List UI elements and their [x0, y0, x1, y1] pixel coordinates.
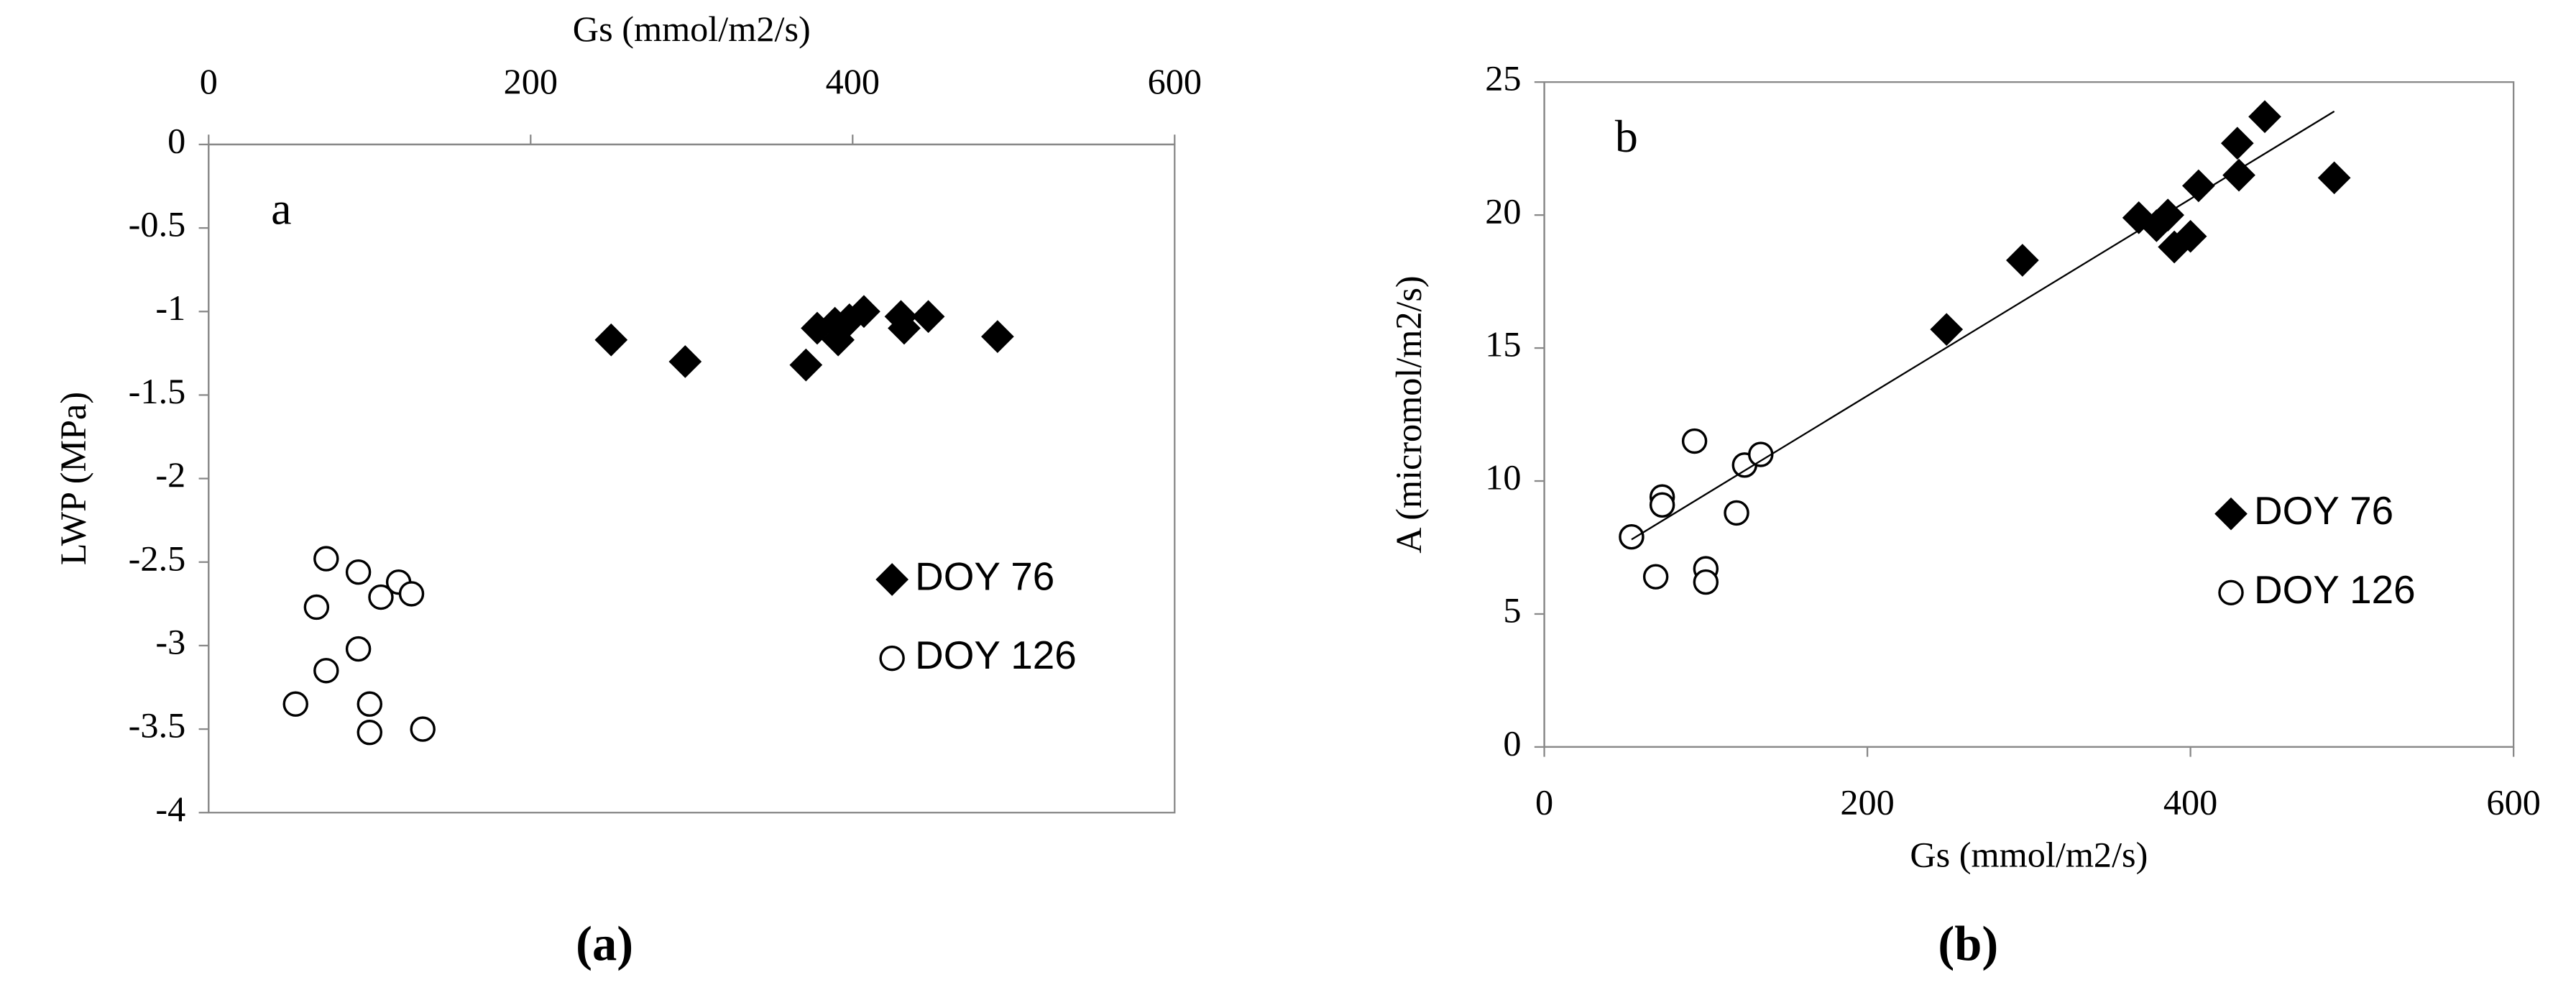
y-tick-label: -2 [155, 454, 185, 495]
figure-caption: (a) [576, 917, 633, 971]
y-tick-label: -1.5 [129, 371, 186, 411]
y-tick-label: 15 [1485, 324, 1521, 365]
y-tick-label: 5 [1503, 590, 1521, 631]
panel-label: b [1615, 111, 1638, 162]
legend-marker [879, 645, 905, 672]
data-point [1619, 523, 1644, 550]
data-point [368, 584, 394, 610]
data-point [313, 546, 339, 572]
legend-marker [875, 563, 908, 596]
y-tick-label: -3.5 [129, 705, 186, 746]
data-point [1649, 492, 1675, 518]
x-tick-label: 400 [2163, 782, 2217, 823]
y-tick-label: 25 [1485, 58, 1521, 98]
data-point [345, 559, 372, 585]
x-tick-label: 0 [1535, 782, 1553, 823]
x-tick-label: 400 [826, 61, 880, 101]
legend-label: DOY 126 [915, 633, 1077, 677]
data-point [594, 323, 628, 357]
data-point [1681, 428, 1708, 454]
data-point [2222, 158, 2255, 192]
data-point [410, 716, 436, 742]
y-tick-label: -3 [155, 621, 185, 661]
data-point [1693, 569, 1719, 595]
y-axis-title: A (micromol/m2/s) [1389, 275, 1429, 553]
data-point [911, 300, 945, 334]
y-axis-title: LWP (MPa) [53, 392, 93, 565]
x-tick-label: 200 [1840, 782, 1894, 823]
trend-line [1631, 110, 2335, 541]
plot-frame [1543, 81, 2515, 748]
figure-caption: (b) [1938, 917, 1998, 971]
x-tick-label: 200 [504, 61, 558, 101]
y-tick-label: 10 [1485, 457, 1521, 498]
data-point [1724, 500, 1749, 526]
data-point [1748, 441, 1774, 467]
data-point [282, 691, 308, 717]
data-point [356, 691, 382, 717]
data-point [2006, 244, 2039, 277]
data-point [789, 348, 823, 382]
y-tick-label: -0.5 [129, 204, 186, 244]
data-point [668, 345, 702, 378]
x-axis-title: Gs (mmol/m2/s) [1910, 835, 2148, 875]
legend-marker [2214, 497, 2248, 531]
legend-label: DOY 76 [915, 554, 1054, 599]
data-point [356, 720, 382, 746]
y-tick-label: 20 [1485, 191, 1521, 232]
legend-label: DOY 126 [2254, 567, 2416, 612]
y-tick-label: 0 [167, 120, 185, 160]
plot-frame [208, 143, 1176, 814]
data-point [398, 581, 425, 607]
y-tick-label: -4 [155, 789, 185, 829]
data-point [2248, 100, 2281, 134]
x-tick-label: 0 [200, 61, 218, 101]
data-point [847, 295, 880, 329]
data-point [2317, 161, 2351, 195]
y-tick-label: -1 [155, 288, 185, 328]
legend-label: DOY 76 [2254, 488, 2393, 533]
data-point [345, 636, 372, 662]
data-point [1642, 564, 1669, 590]
x-tick-label: 600 [2486, 782, 2540, 823]
data-point [2182, 169, 2215, 203]
data-point [313, 658, 339, 684]
x-axis-title: Gs (mmol/m2/s) [573, 9, 811, 49]
y-tick-label: 0 [1503, 723, 1521, 763]
x-tick-label: 600 [1148, 61, 1202, 101]
data-point [2220, 127, 2254, 160]
data-point [981, 320, 1014, 353]
data-point [303, 594, 330, 620]
panel-label: a [271, 183, 291, 234]
legend-marker [2218, 579, 2244, 605]
y-tick-label: -2.5 [129, 538, 186, 578]
